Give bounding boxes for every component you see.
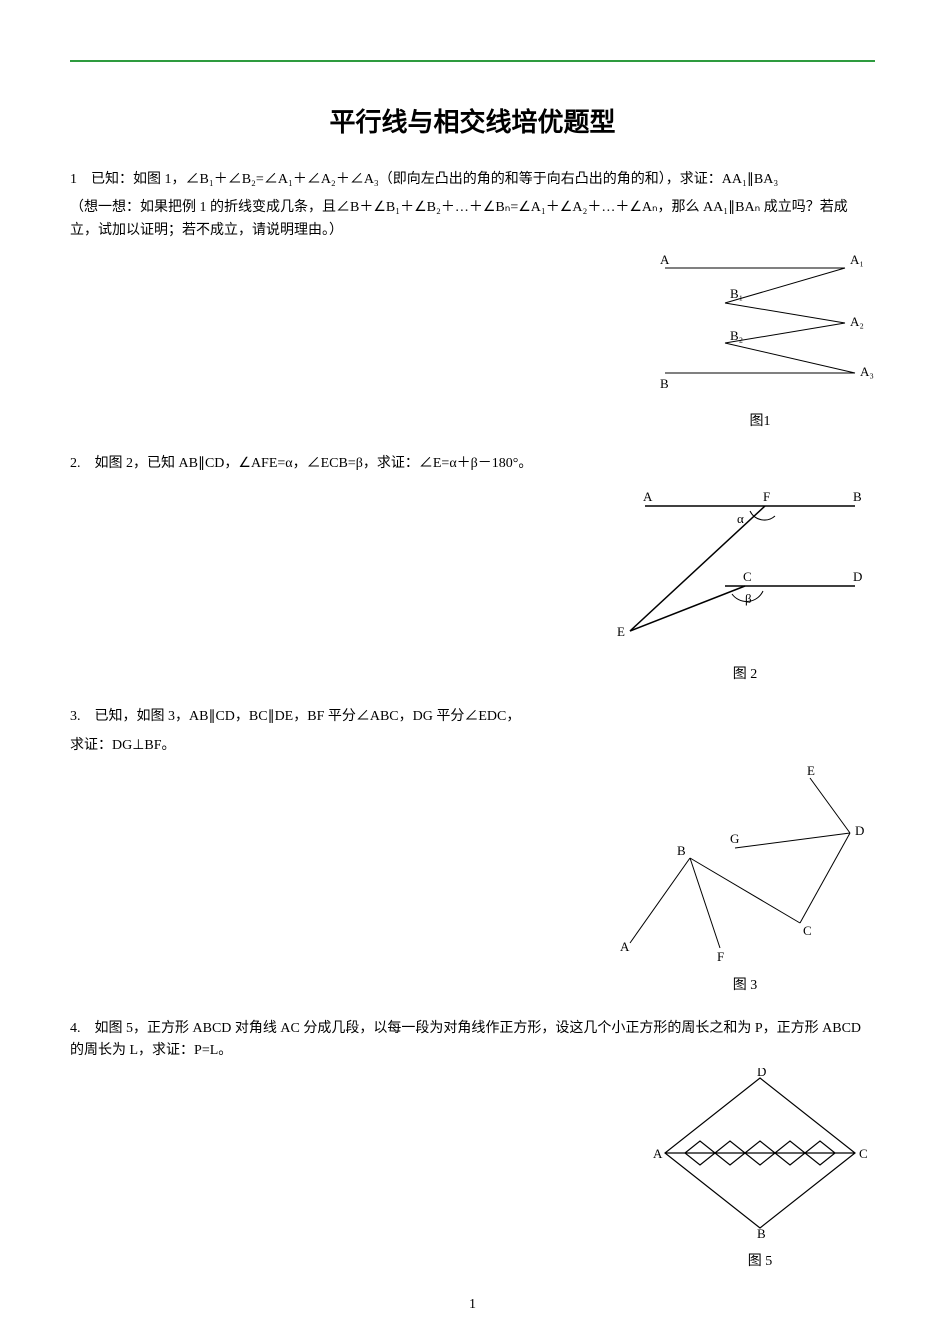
problem-2-line1: 如图 2，已知 AB∥CD，∠AFE=α，∠ECB=β，求证：∠E=α＋β－18… [95,456,533,471]
problem-3-line1: 已知，如图 3，AB∥CD，BC∥DE，BF 平分∠ABC，DG 平分∠EDC， [95,709,521,724]
problem-3-num: 3 [70,709,77,724]
fig3-label-A: A [620,939,630,954]
problem-2-text: 2. 如图 2，已知 AB∥CD，∠AFE=α，∠ECB=β，求证：∠E=α＋β… [70,453,875,475]
problem-1-text: 1 已知：如图 1，∠B₁＋∠B₂=∠A₁＋∠A₂＋∠A₃（即向左凸出的角的和等… [70,169,875,191]
fig2-label-F: F [763,489,770,504]
figure-2: A F B C D E α β 图 2 [615,481,875,686]
figure-5-svg: A C D B [645,1068,875,1238]
figure-2-svg: A F B C D E α β [615,481,875,651]
problem-1-num: 1 [70,172,77,187]
figure-3: A B C D E F G 图 3 [615,763,875,998]
problem-3-line2: 求证：DG⊥BF。 [70,735,875,757]
top-rule [70,60,875,62]
fig1-label-B: B [660,376,669,391]
fig5-label-B: B [757,1226,766,1238]
problem-4-num: 4 [70,1021,77,1036]
problem-4-text: 4. 如图 5，正方形 ABCD 对角线 AC 分成几段，以每一段为对角线作正方… [70,1018,875,1063]
problem-1-line2: （想一想：如果把例 1 的折线变成几条，且∠B＋∠B₁＋∠B₂＋…＋∠Bₙ=∠A… [70,197,875,242]
fig1-label-A: A [660,252,670,267]
problem-3-text: 3. 已知，如图 3，AB∥CD，BC∥DE，BF 平分∠ABC，DG 平分∠E… [70,706,875,728]
figure-1-svg: A A₁ A₂ A₃ B B₁ B₂ [645,248,875,398]
fig2-label-alpha: α [737,511,744,526]
figure-5-wrap: A C D B 图 5 [70,1068,875,1273]
fig2-label-A: A [643,489,653,504]
fig3-label-E: E [807,763,815,778]
fig3-label-D: D [855,823,864,838]
fig5-label-C: C [859,1146,868,1161]
fig2-label-D: D [853,569,862,584]
figure-1-wrap: A A₁ A₂ A₃ B B₁ B₂ 图1 [70,248,875,433]
problem-2-num: 2 [70,456,77,471]
fig2-label-E: E [617,624,625,639]
fig2-label-C: C [743,569,752,584]
fig3-label-C: C [803,923,812,938]
fig1-label-B1: B₁ [730,286,743,301]
fig2-label-beta: β [745,591,752,606]
figure-2-wrap: A F B C D E α β 图 2 [70,481,875,686]
fig1-label-B2: B₂ [730,328,743,343]
fig5-label-A: A [653,1146,663,1161]
fig3-label-B: B [677,843,686,858]
figure-2-caption: 图 2 [615,664,875,686]
fig2-label-B: B [853,489,862,504]
problem-2: 2. 如图 2，已知 AB∥CD，∠AFE=α，∠ECB=β，求证：∠E=α＋β… [70,453,875,686]
page-number: 1 [469,1297,476,1313]
fig1-label-A2: A₂ [850,314,864,329]
figure-1: A A₁ A₂ A₃ B B₁ B₂ 图1 [645,248,875,433]
figure-5-caption: 图 5 [645,1251,875,1273]
figure-1-caption: 图1 [645,411,875,433]
figure-3-svg: A B C D E F G [615,763,875,963]
problem-1: 1 已知：如图 1，∠B₁＋∠B₂=∠A₁＋∠A₂＋∠A₃（即向左凸出的角的和等… [70,169,875,433]
figure-3-wrap: A B C D E F G 图 3 [70,763,875,998]
page-title: 平行线与相交线培优题型 [70,102,875,139]
problem-4: 4. 如图 5，正方形 ABCD 对角线 AC 分成几段，以每一段为对角线作正方… [70,1018,875,1274]
fig1-label-A3: A₃ [860,364,874,379]
figure-5: A C D B 图 5 [645,1068,875,1273]
problem-1-line1: 已知：如图 1，∠B₁＋∠B₂=∠A₁＋∠A₂＋∠A₃（即向左凸出的角的和等于向… [91,172,778,187]
problem-4-line1: 如图 5，正方形 ABCD 对角线 AC 分成几段，以每一段为对角线作正方形，设… [70,1021,861,1058]
problem-3: 3. 已知，如图 3，AB∥CD，BC∥DE，BF 平分∠ABC，DG 平分∠E… [70,706,875,998]
page: 平行线与相交线培优题型 1 已知：如图 1，∠B₁＋∠B₂=∠A₁＋∠A₂＋∠A… [0,0,945,1333]
fig3-label-G: G [730,831,739,846]
figure-3-caption: 图 3 [615,975,875,997]
fig3-label-F: F [717,949,724,963]
fig5-label-D: D [757,1068,766,1079]
fig1-label-A1: A₁ [850,252,864,267]
